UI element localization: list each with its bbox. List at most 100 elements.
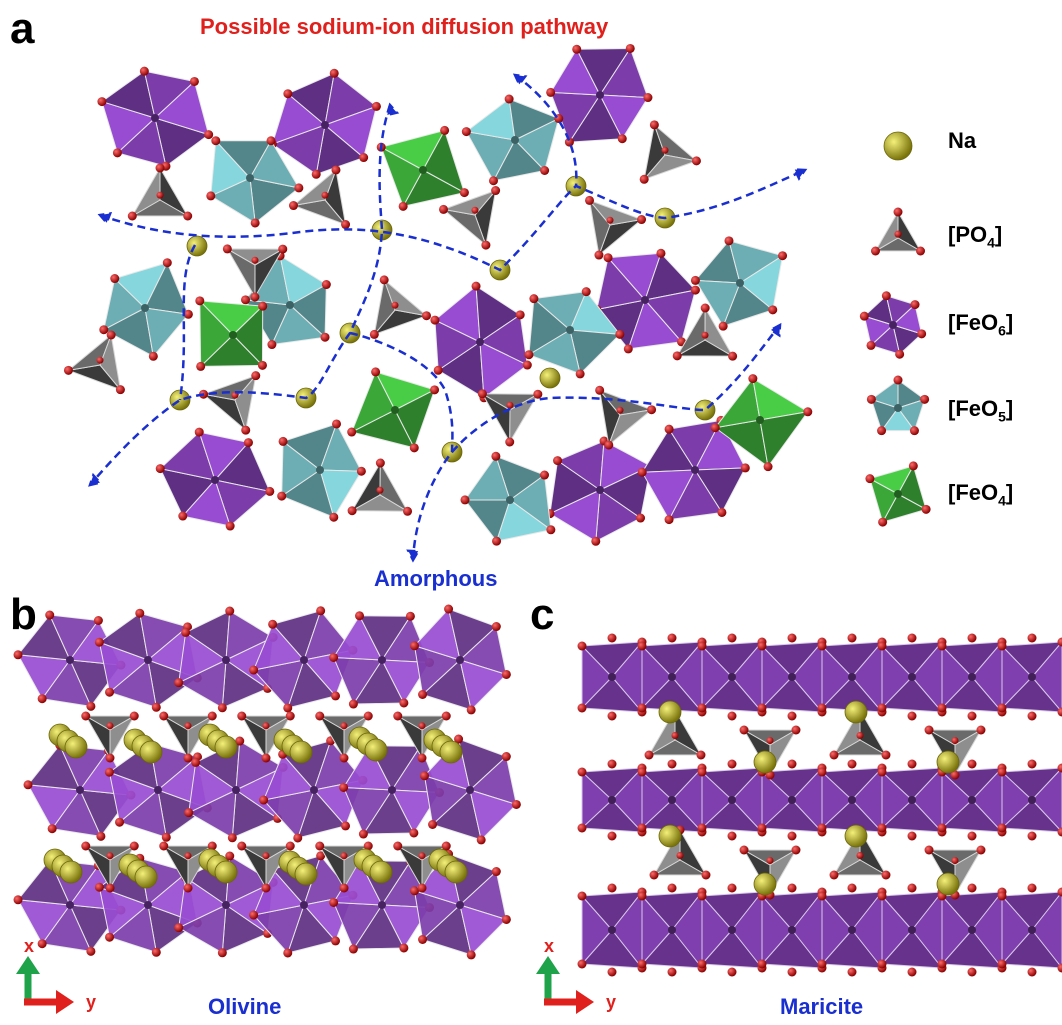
po4-tetrahedron: [347, 458, 413, 516]
oxygen-atom: [262, 852, 270, 860]
oxygen-atom: [976, 845, 986, 855]
oxygen-atom: [217, 948, 227, 958]
oxygen-atom: [183, 309, 193, 319]
oxygen-atom: [399, 698, 409, 708]
oxygen-atom: [189, 76, 199, 86]
oxygen-atom: [225, 851, 235, 861]
oxygen-atom: [1027, 759, 1037, 769]
sodium-atom: [214, 735, 238, 759]
feo5-bipyramid: [99, 258, 193, 361]
oxygen-atom: [997, 891, 1007, 901]
oxygen-atom: [748, 374, 758, 384]
oxygen-atom: [937, 823, 947, 833]
oxygen-atom: [690, 285, 700, 295]
po4-tetrahedron: [639, 120, 701, 184]
oxygen-atom: [204, 130, 214, 140]
oxygen-atom: [917, 329, 927, 339]
oxygen-atom: [524, 350, 534, 360]
oxygen-atom: [288, 201, 298, 211]
oxygen-atom: [178, 511, 188, 521]
oxygen-atom: [817, 767, 827, 777]
oxygen-atom: [267, 340, 277, 350]
olivine-structure: [13, 604, 521, 960]
oxygen-atom: [410, 886, 420, 896]
feo6-chain-layer: [577, 883, 1062, 977]
oxygen-atom: [710, 423, 720, 433]
oxygen-atom: [740, 463, 750, 473]
oxygen-atom: [739, 845, 749, 855]
oxygen-atom: [283, 89, 293, 99]
po4-tetrahedron: [438, 186, 501, 250]
sodium-atom: [64, 735, 88, 759]
feo5-bipyramid: [206, 136, 304, 228]
oxygen-atom: [410, 641, 420, 651]
feo4-tetrahedron: [347, 367, 440, 453]
oxygen-atom: [577, 767, 587, 777]
oxygen-atom: [348, 944, 358, 954]
oxygen-atom: [241, 295, 251, 305]
oxygen-atom: [261, 883, 271, 893]
oxygen-atom: [625, 43, 635, 53]
oxygen-atom: [195, 296, 205, 306]
oxygen-atom: [667, 633, 677, 643]
oxygen-atom: [444, 604, 454, 614]
oxygen-atom: [856, 852, 864, 859]
feo6-octahedron: [410, 604, 511, 715]
oxygen-atom: [237, 711, 247, 721]
feo5-bipyramid: [524, 287, 625, 379]
oxygen-atom: [174, 678, 184, 688]
oxygen-atom: [644, 750, 654, 760]
oxygen-atom: [491, 622, 501, 632]
oxygen-atom: [112, 148, 122, 158]
oxygen-atom: [637, 467, 647, 477]
oxygen-atom: [37, 939, 47, 949]
oxygen-atom: [441, 711, 451, 721]
oxygen-atom: [460, 495, 470, 505]
oxygen-atom: [421, 311, 431, 321]
oxygen-atom: [105, 883, 115, 893]
oxygen-atom: [110, 274, 120, 284]
oxygen-atom: [105, 687, 115, 697]
oxygen-atom: [459, 188, 469, 198]
oxygen-atom: [106, 722, 114, 730]
oxygen-atom: [492, 536, 502, 546]
oxygen-atom: [37, 694, 47, 704]
oxygen-atom: [881, 750, 891, 760]
oxygen-atom: [249, 910, 259, 920]
oxygen-atom: [241, 425, 251, 435]
oxygen-atom: [331, 936, 341, 946]
oxygen-atom: [594, 250, 604, 260]
oxygen-atom: [129, 841, 139, 851]
oxygen-atom: [727, 831, 737, 841]
oxygen-atom: [454, 734, 464, 744]
oxygen-atom: [866, 394, 876, 404]
po4-tetrahedron: [585, 195, 647, 260]
oxygen-atom: [791, 725, 801, 735]
oxygen-atom: [418, 689, 428, 699]
oxygen-atom: [787, 633, 797, 643]
oxygen-atom: [251, 256, 259, 264]
panel-a-caption: Amorphous: [374, 566, 498, 591]
feo6-octahedron: [267, 68, 381, 179]
oxygen-atom: [877, 891, 887, 901]
oxygen-atom: [829, 750, 839, 760]
oxygen-atom: [358, 829, 368, 839]
oxygen-atom: [283, 948, 293, 958]
sodium-atom: [936, 872, 960, 896]
oxygen-atom: [667, 883, 677, 893]
oxygen-atom: [148, 351, 158, 361]
oxygen-atom: [817, 823, 827, 833]
oxygen-atom: [529, 294, 539, 304]
oxygen-atom: [461, 127, 471, 137]
oxygen-atom: [206, 191, 216, 201]
oxygen-atom: [329, 68, 339, 78]
oxygen-atom: [331, 165, 341, 175]
oxygen-atom: [951, 857, 959, 864]
oxygen-atom: [329, 897, 339, 907]
oxygen-atom: [491, 186, 501, 196]
oxygen-atom: [877, 959, 887, 969]
oxygen-atom: [877, 823, 887, 833]
oxygen-atom: [94, 882, 104, 892]
oxygen-atom: [649, 870, 659, 880]
oxygen-atom: [250, 218, 260, 228]
